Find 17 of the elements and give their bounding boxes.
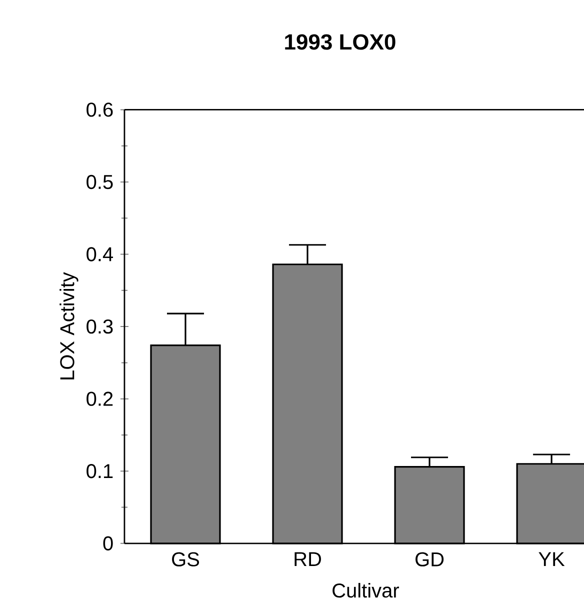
y-tick-label: 0.1	[86, 464, 113, 478]
x-tick-label: RD	[294, 552, 321, 566]
y-axis-title: LOX Activity	[60, 272, 78, 380]
bar	[150, 345, 220, 544]
y-tick-label: 0.3	[86, 319, 113, 334]
x-axis-title: Cultivar	[332, 582, 400, 598]
x-tick-label: YK	[538, 552, 565, 566]
y-tick-label: 0	[103, 536, 113, 550]
bar	[273, 264, 342, 544]
bar	[395, 466, 464, 544]
chart-title: 1993 LOX0	[285, 34, 396, 50]
x-tick-label: GS	[172, 552, 200, 566]
y-tick-label: 0.6	[86, 102, 113, 117]
y-tick-label: 0.5	[86, 174, 113, 190]
y-tick-label: 0.2	[86, 392, 113, 406]
x-tick-label: GD	[416, 552, 444, 566]
y-tick-label: 0.4	[86, 247, 114, 262]
